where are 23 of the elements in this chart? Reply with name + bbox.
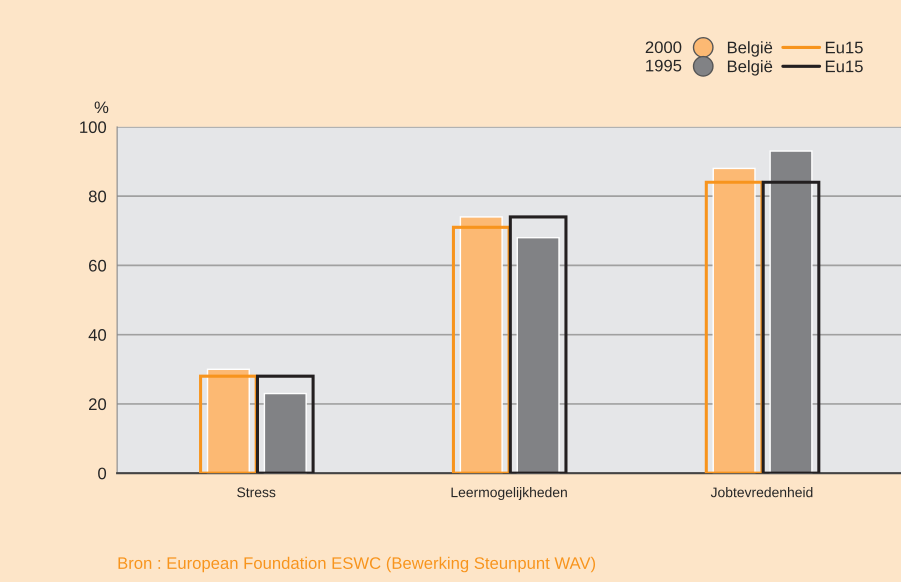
y-tick-label: 20 <box>89 398 106 410</box>
x-tick-label: Jobtevredenheid <box>710 487 812 498</box>
bar <box>712 168 756 474</box>
legend-label: België <box>728 60 772 76</box>
y-tick-label: 40 <box>88 329 106 341</box>
bar <box>769 150 813 474</box>
legend-label: België <box>728 41 772 57</box>
legend-label: Eu15 <box>826 60 863 72</box>
text: 2000 <box>646 41 682 54</box>
bar <box>516 236 560 474</box>
bar <box>460 216 503 474</box>
bar <box>264 392 307 474</box>
x-tick-label: Stress <box>237 487 276 498</box>
legend-label: Eu15 <box>826 42 863 54</box>
bar <box>206 368 250 474</box>
y-tick-label: 80 <box>88 190 106 202</box>
x-tick-label: Leermogelijkheden <box>452 487 567 500</box>
y-tick-label: 0 <box>98 468 106 480</box>
y-tick-label: 60 <box>89 260 106 272</box>
y-tick-label: 100 <box>80 121 106 134</box>
text: 1995 <box>646 60 682 72</box>
y-axis-title: % <box>94 101 108 114</box>
text: Bron : European Foundation ESWC (Bewerking Steunpunt WAV) <box>118 556 596 572</box>
